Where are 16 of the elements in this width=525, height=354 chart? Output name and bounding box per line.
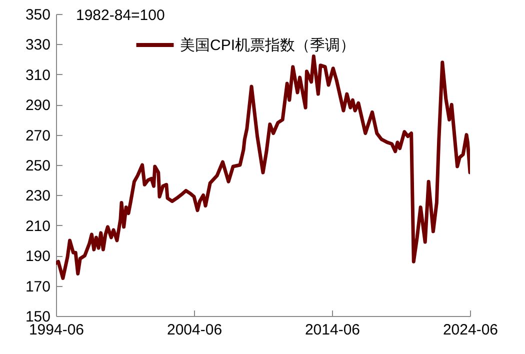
x-tick-label: 2024-06 [442,322,498,338]
y-tick-label: 230 [25,188,50,205]
y-tick-label: 330 [25,36,50,54]
y-tick-label: 250 [25,158,50,174]
y-tick-label: 350 [25,6,50,24]
annotation: 1982-84=100 [76,7,165,24]
x-tick-label: 2004-06 [166,322,222,338]
y-tick-label: 270 [25,127,50,144]
y-tick-label: 290 [25,97,50,114]
y-tick-label: 170 [25,278,50,296]
y-tick-label: 190 [25,248,50,266]
line-series [56,54,470,280]
y-tick-label: 210 [25,218,50,235]
y-tick-label: 310 [25,66,50,84]
legend-label: 美国CPI机票指数（季调） [180,37,356,54]
x-tick-label: 2014-06 [304,322,360,338]
